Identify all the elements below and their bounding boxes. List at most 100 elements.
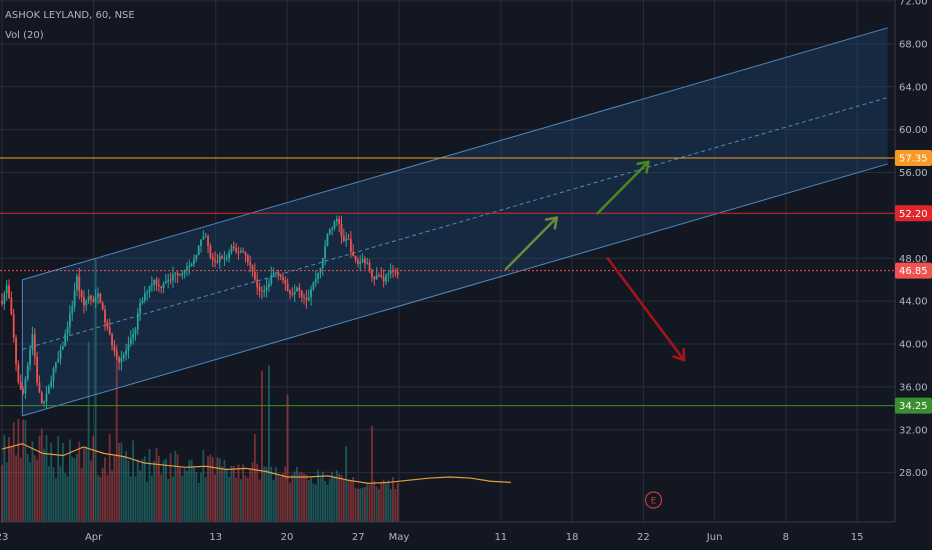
volume-bar [66,476,69,522]
volume-bar [371,426,373,522]
volume-bar [207,456,209,522]
forecast-arrow-head[interactable] [672,347,686,362]
price-label-text: 34.25 [899,401,928,412]
candle-body [190,263,193,267]
volume-bar [106,475,109,522]
volume-bar [61,443,64,522]
candle-body [378,275,380,277]
forecast-arrow-head[interactable] [636,160,650,174]
candle-body [136,313,139,329]
candle-body [31,334,34,350]
volume-bar [298,472,301,522]
volume-bar [335,470,338,522]
candle-body [382,277,385,282]
volume-bar [36,459,39,522]
price-levels[interactable] [0,157,895,407]
volume-bar [146,481,149,522]
volume-bar [368,484,371,522]
candle-body [174,273,177,275]
candle-body [1,301,3,304]
candle-body [279,275,282,278]
candle-body [270,274,273,284]
earnings-event-icon[interactable] [644,491,663,509]
candle-body [73,290,76,307]
volume-bar [312,483,315,522]
volume-bar [101,467,104,522]
volume-bar [366,484,369,522]
volume-bar [1,464,3,522]
volume-bar [258,479,261,522]
candle-body [293,291,296,295]
volume-bar [139,470,142,522]
volume-bar [47,466,50,522]
price-label-badge [895,150,932,167]
volume-bar [249,469,252,522]
volume-bar [57,436,60,522]
volume-bar [153,460,156,522]
volume-bar [223,459,226,522]
candle-body [172,274,174,281]
volume-bar [232,466,235,522]
volume-bar [333,476,336,522]
volume-bar [52,467,55,522]
volume-bar [265,466,268,522]
candle-body [371,270,373,277]
volume-bar [22,419,24,522]
volume-bar [3,434,6,522]
chart-title: ASHOK LEYLAND, 60, NSE [5,10,135,21]
volume-bar [382,479,385,522]
candle-body [258,287,261,291]
candle-body [12,314,15,338]
earnings-event-label: E [651,497,657,507]
forecast-arrow-head[interactable] [544,216,559,230]
volume-bar [92,435,95,522]
forecast-arrows[interactable] [504,160,686,362]
volume-bar [162,460,165,522]
candle-body [45,393,48,402]
candle-body [373,276,376,280]
volume-bar [228,476,231,522]
candle-body [349,239,352,253]
candle-body [141,300,144,304]
volume-bar [279,476,282,522]
volume-bar [396,483,399,522]
price-tick-label: 28.00 [899,468,928,479]
volume-bar [31,441,34,522]
volume-bar [211,457,214,522]
candle-body [108,327,111,335]
volume-bar [244,475,247,522]
forecast-arrow-shaft[interactable] [504,216,559,271]
candle-body [328,229,331,234]
forecast-arrow-shaft[interactable] [606,257,686,362]
volume-bar [326,484,329,522]
candle-body [209,245,212,258]
volume-bar [214,474,216,522]
candle-body [113,345,116,352]
volume-bar [71,456,74,522]
candle-body [139,303,142,314]
volume-bar [118,443,120,522]
candle-body [150,284,153,286]
volume-bar [150,475,153,522]
candle-body [300,290,303,298]
forecast-arrow-shaft[interactable] [596,160,650,215]
volume-indicator-label: Vol (20) [5,30,44,41]
volume-bar [300,471,303,522]
regression-channel[interactable] [21,27,888,417]
volume-bar [319,477,322,522]
candle-body [115,351,118,358]
candle-body [143,293,146,301]
candle-body [312,282,315,290]
volume-bar [321,471,324,522]
candle-body [155,279,158,285]
event-marker[interactable]: E [644,491,663,509]
volume-bar [24,420,27,522]
candle-body [122,354,125,358]
time-axis[interactable]: 23 Apr 13 20 27 May 11 18 22 Jun 8 15 [0,521,932,550]
price-tick-label: 36.00 [899,382,928,393]
time-tick-label: 13 [209,532,222,543]
price-axis[interactable]: 72.00 68.00 64.00 60.00 56.00 48.00 44.00 40.00… [894,0,932,522]
volume-bar [338,473,341,522]
time-tick-label: 23 [0,532,8,543]
